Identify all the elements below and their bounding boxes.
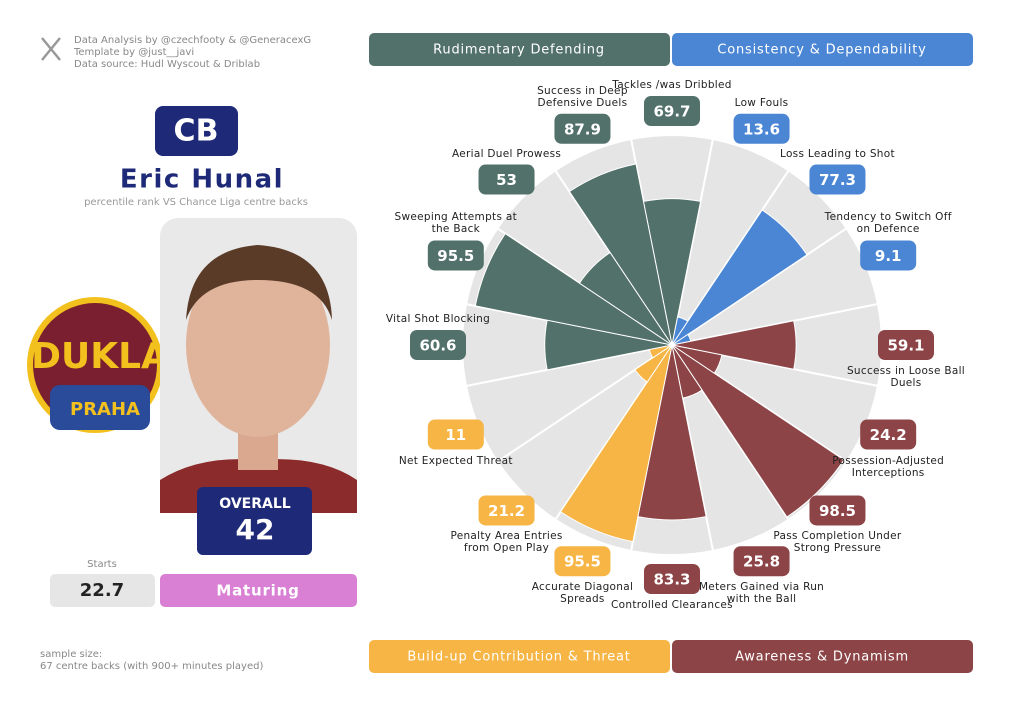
value-label: 60.6 <box>419 337 456 355</box>
club-crest: DUKLA PRAHA <box>27 297 169 433</box>
wedge <box>559 344 673 543</box>
category-label: Loss Leading to Shot <box>779 147 895 160</box>
value-label: 87.9 <box>564 120 601 138</box>
category-label: Meters Gained via Run with the Ball <box>698 581 825 606</box>
value-box <box>410 330 466 360</box>
category-label: Tackles /was Dribbled <box>612 79 732 91</box>
value-label: 59.1 <box>887 337 924 355</box>
wedge <box>671 320 797 370</box>
value-label: 9.1 <box>875 247 902 265</box>
wedge <box>671 344 845 518</box>
value-label: 69.7 <box>653 103 690 121</box>
legend-label: Rudimentary Defending <box>433 43 605 58</box>
value-box <box>878 330 934 360</box>
value-box <box>554 113 611 144</box>
category-label: Low Fouls <box>734 96 789 109</box>
category-label: Tendency to Switch Off on Defence <box>824 211 952 236</box>
value-box <box>478 495 535 526</box>
position: CB <box>174 114 219 149</box>
value-box <box>809 495 866 526</box>
value-label: 24.2 <box>870 426 907 444</box>
value-box <box>427 240 484 271</box>
value-label: 53 <box>496 171 517 189</box>
overall-box <box>197 487 312 555</box>
value-box <box>427 419 484 450</box>
club-city: PRAHA <box>70 399 140 420</box>
sample-size: sample size: <box>40 649 102 660</box>
wedge <box>568 163 673 346</box>
legend-banner <box>672 33 973 66</box>
value-label: 95.5 <box>564 553 601 571</box>
value-label: 83.3 <box>653 571 690 589</box>
wedge <box>671 209 808 346</box>
category-label: Pass Completion Under Strong Pressure <box>773 530 902 555</box>
player-name: Eric Hunal <box>120 165 284 195</box>
status: Maturing <box>216 582 299 600</box>
overall-value: 42 <box>236 513 275 546</box>
value-box <box>644 564 700 594</box>
value-box <box>860 240 917 271</box>
legend-label: Awareness & Dynamism <box>735 650 909 665</box>
value-box <box>733 546 790 577</box>
starts-value: 22.7 <box>80 580 124 601</box>
category-label: Vital Shot Blocking <box>385 313 491 325</box>
wedge <box>474 232 673 346</box>
value-box <box>860 419 917 450</box>
value-box <box>644 96 700 126</box>
wedge <box>634 344 673 383</box>
sample-size: 67 centre backs (with 900+ minutes playe… <box>40 661 263 672</box>
status-box <box>160 574 357 607</box>
credit: Template by @just__javi <box>73 47 194 58</box>
legend-banner <box>672 640 973 673</box>
value-box <box>733 113 790 144</box>
legend-banner <box>369 640 670 673</box>
credit: Data source: Hudl Wyscout & Driblab <box>74 59 260 70</box>
value-label: 11 <box>445 426 466 444</box>
legend-label: Consistency & Dependability <box>717 43 926 58</box>
overall-label: OVERALL <box>219 496 290 512</box>
category-label: Net Expected Threat <box>398 454 513 467</box>
category-label: Sweeping Attempts at the Back <box>394 211 518 236</box>
category-label: Penalty Area Entries from Open Play <box>450 530 563 555</box>
pizza-chart: 69.7 13.6 77.3 9.1 59.1 24.2 98.5 25.8 83.3 95.5 2… <box>410 96 934 594</box>
value-label: 95.5 <box>437 247 474 265</box>
starts-box <box>50 574 155 607</box>
value-box <box>809 164 866 195</box>
starts-label: Starts <box>87 559 117 570</box>
category-label: Success in Loose Ball Duels <box>846 365 966 389</box>
subtitle: percentile rank VS Chance Liga centre ba… <box>84 197 308 208</box>
value-label: 77.3 <box>819 171 856 189</box>
category-label: Success in Deep Defensive Duels <box>537 84 628 109</box>
legend-label: Build-up Contribution & Threat <box>407 650 630 665</box>
club-name: DUKLA <box>31 336 169 377</box>
value-box <box>478 164 535 195</box>
x-logo <box>41 37 61 61</box>
category-label: Accurate Diagonal Spreads <box>531 581 634 606</box>
value-label: 25.8 <box>743 553 780 571</box>
value-label: 98.5 <box>819 502 856 520</box>
value-box <box>554 546 611 577</box>
legend-banner <box>369 33 670 66</box>
category-label: Possession-Adjusted Interceptions <box>832 454 945 479</box>
value-label: 13.6 <box>743 120 780 138</box>
category-label: Aerial Duel Prowess <box>451 147 562 160</box>
credit: Data Analysis by @czechfooty & @Generace… <box>74 35 311 46</box>
value-label: 21.2 <box>488 502 525 520</box>
category-label: Controlled Clearances <box>611 599 733 611</box>
position-badge <box>155 106 238 156</box>
